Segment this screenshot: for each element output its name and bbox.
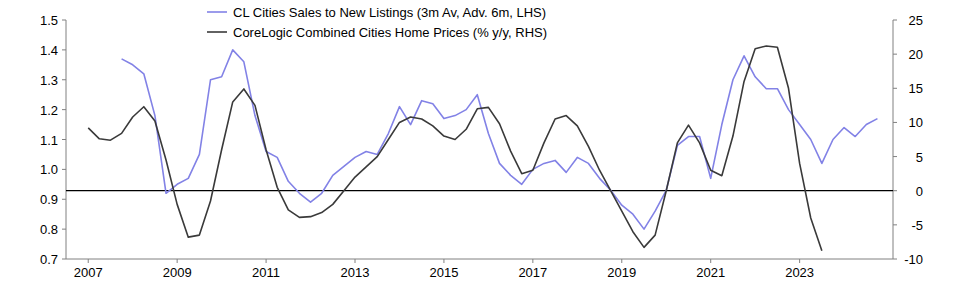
y-tick: [62, 259, 66, 260]
x-tick: [621, 259, 622, 263]
y2-tick: [893, 156, 897, 157]
y-tick: [62, 169, 66, 170]
chart: 2007200920112013201520172019202120230.70…: [0, 0, 966, 294]
y-tick-label: 1.2: [40, 103, 58, 118]
y2-tick-label: 10: [909, 115, 923, 130]
y-tick: [62, 20, 66, 21]
y-tick: [62, 49, 66, 50]
y-tick: [62, 199, 66, 200]
legend-swatch: [207, 11, 227, 13]
series-line: [88, 46, 822, 251]
x-tick: [266, 259, 267, 263]
x-tick-label: 2007: [74, 265, 103, 280]
y-tick-label: 1.3: [40, 73, 58, 88]
y2-tick: [893, 88, 897, 89]
y-tick-label: 0.7: [40, 252, 58, 267]
y2-tick-label: 20: [909, 47, 923, 62]
x-tick: [799, 259, 800, 263]
x-tick: [177, 259, 178, 263]
y-tick-label: 1.1: [40, 133, 58, 148]
x-tick: [532, 259, 533, 263]
x-tick-label: 2021: [696, 265, 725, 280]
x-tick-label: 2019: [607, 265, 636, 280]
y-tick-label: 1.0: [40, 162, 58, 177]
y-tick-label: 0.8: [40, 222, 58, 237]
plot-area: [66, 46, 893, 251]
y2-tick-label: 25: [909, 13, 923, 28]
y2-tick: [893, 224, 897, 225]
y-tick: [62, 229, 66, 230]
y-tick-label: 1.5: [40, 13, 58, 28]
y2-tick: [893, 122, 897, 123]
x-tick-label: 2015: [429, 265, 458, 280]
y2-tick-label: -5: [911, 218, 923, 233]
x-tick-label: 2011: [252, 265, 280, 280]
y-tick: [62, 109, 66, 110]
y2-tick-label: -10: [904, 252, 923, 267]
y2-tick-label: 5: [916, 150, 923, 165]
x-tick-label: 2009: [163, 265, 192, 280]
y2-tick: [893, 190, 897, 191]
reference-line: [66, 190, 893, 191]
y2-tick: [893, 259, 897, 260]
y-tick: [62, 79, 66, 80]
y2-tick: [893, 54, 897, 55]
x-tick: [710, 259, 711, 263]
legend-label: CoreLogic Combined Cities Home Prices (%…: [233, 25, 547, 40]
y-tick-label: 1.4: [40, 43, 58, 58]
y-tick-label: 0.9: [40, 192, 58, 207]
series-line: [122, 50, 878, 229]
x-tick-label: 2013: [341, 265, 370, 280]
x-tick-label: 2023: [785, 265, 814, 280]
y2-tick: [893, 20, 897, 21]
y2-axis: [893, 20, 894, 259]
legend-label: CL Cities Sales to New Listings (3m Av, …: [233, 5, 546, 20]
x-tick: [443, 259, 444, 263]
legend-swatch: [207, 31, 227, 33]
y2-tick-label: 15: [909, 81, 923, 96]
y2-tick-label: 0: [916, 184, 923, 199]
x-tick: [88, 259, 89, 263]
x-axis: [66, 259, 893, 260]
x-tick: [355, 259, 356, 263]
x-tick-label: 2017: [518, 265, 547, 280]
y-tick: [62, 139, 66, 140]
